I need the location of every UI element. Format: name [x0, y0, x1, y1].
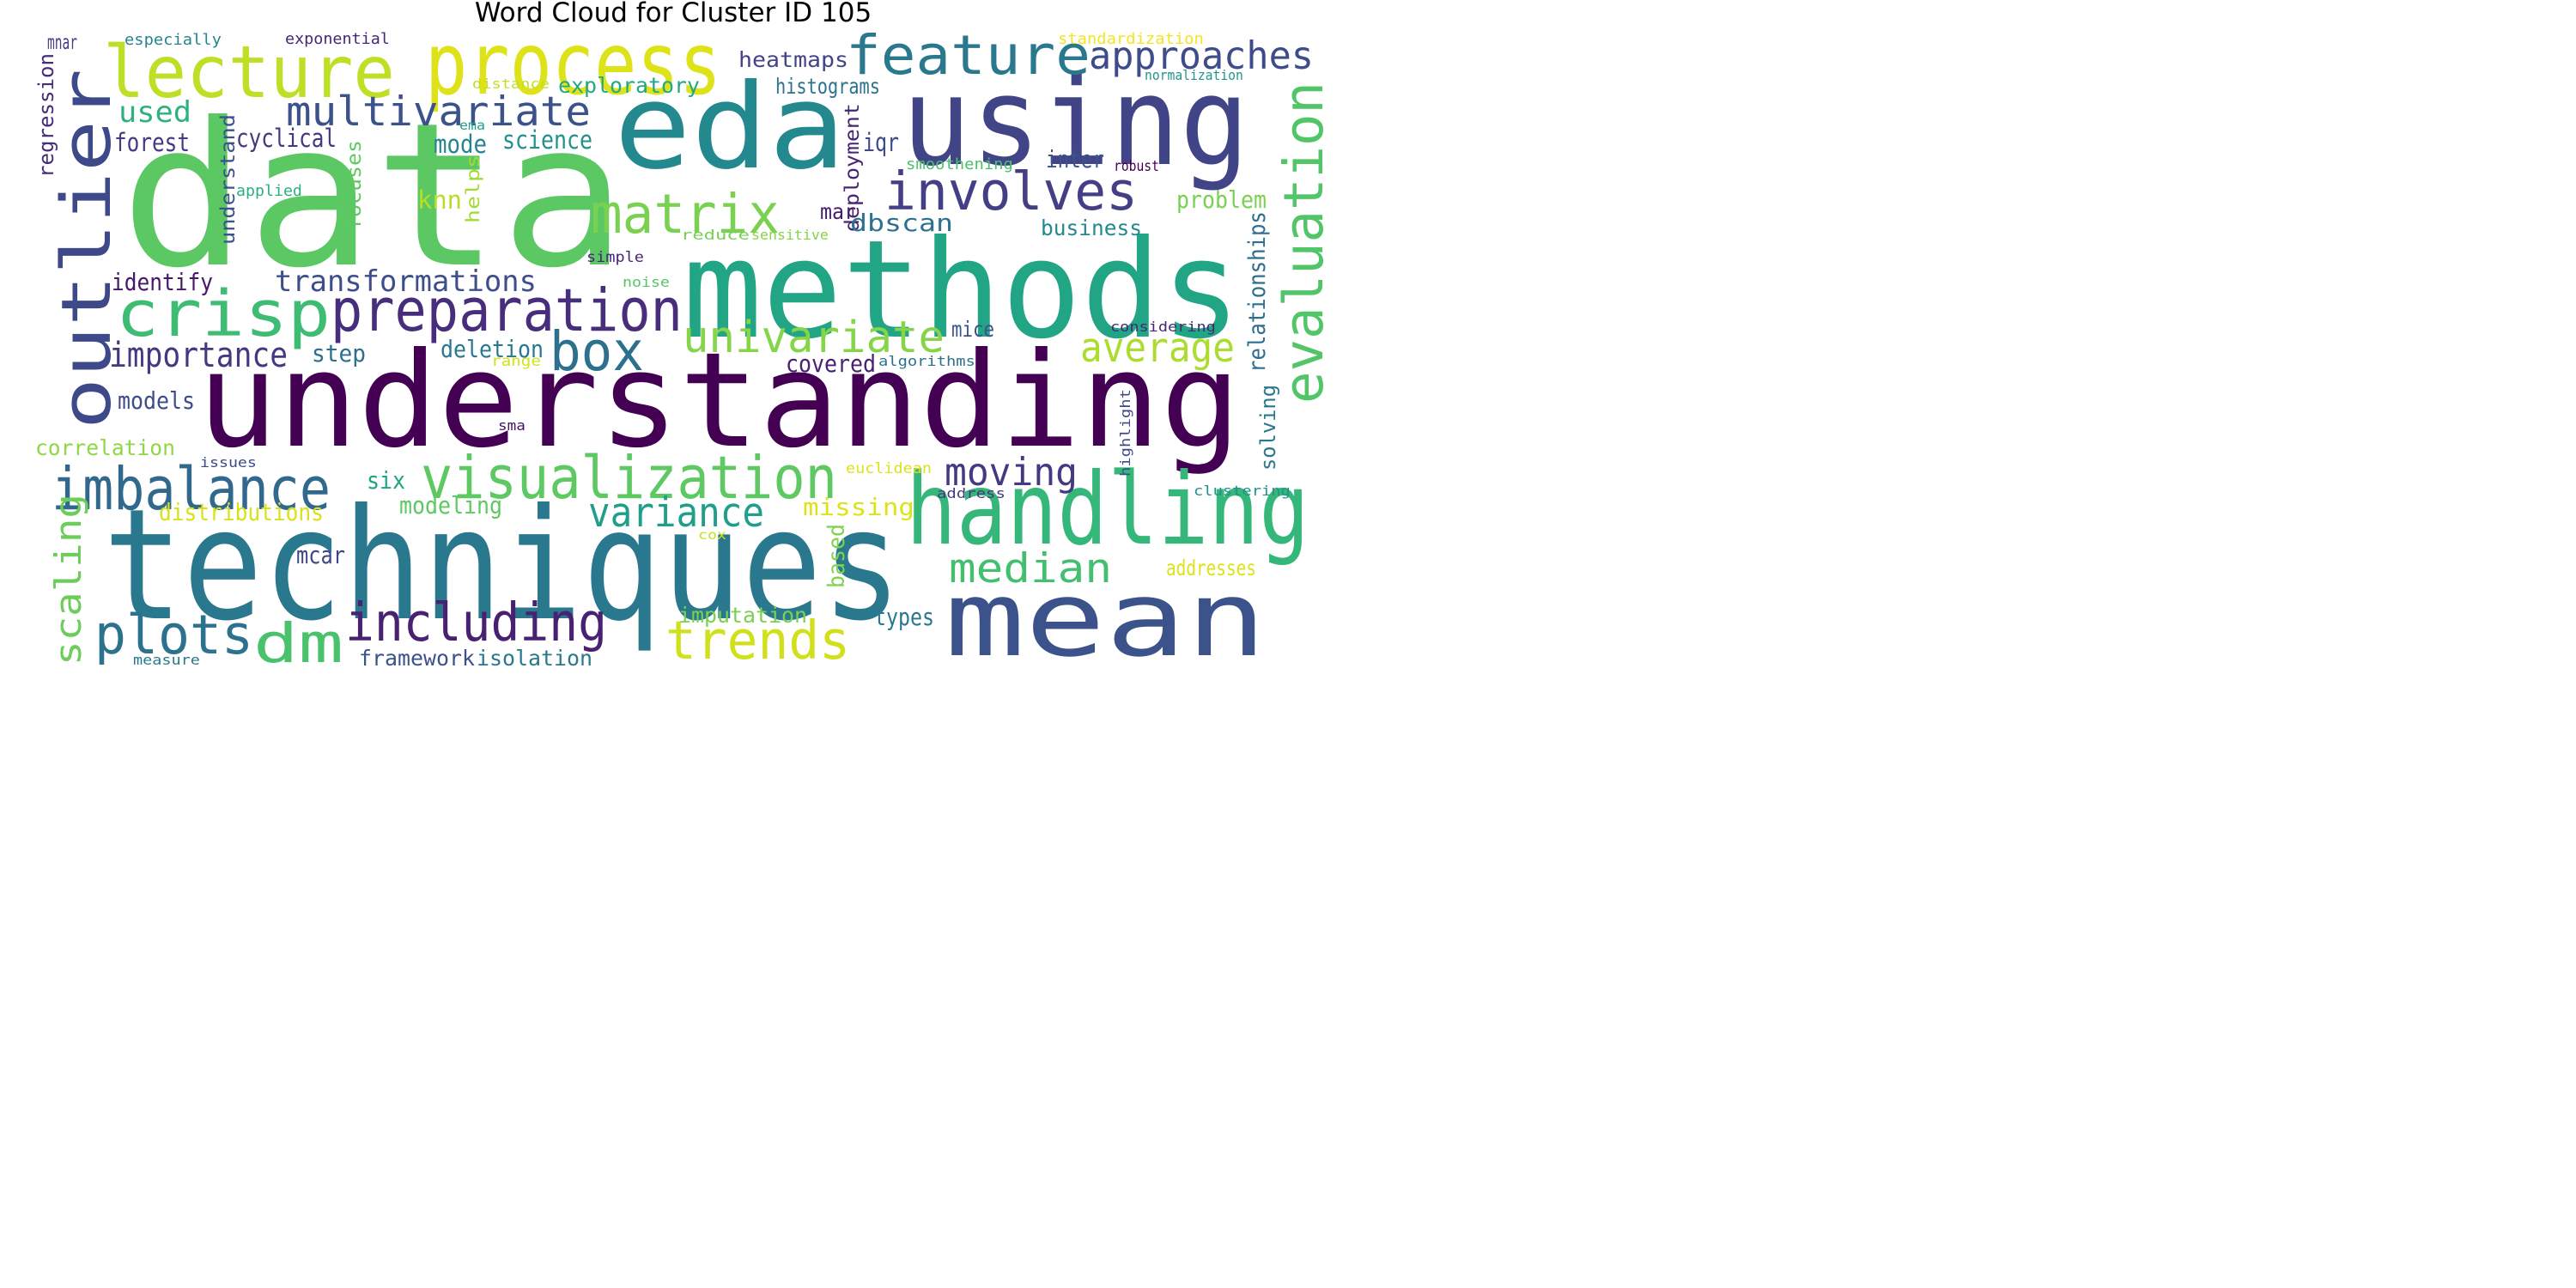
word-cloud: data understanding techniques methods ed…	[0, 0, 1338, 673]
word: business	[1041, 216, 1142, 241]
word: sma	[498, 416, 526, 434]
word: relationships	[1245, 211, 1271, 373]
word: six	[367, 468, 405, 495]
word: based	[824, 524, 850, 588]
word: techniques	[103, 476, 902, 655]
word: applied	[236, 182, 302, 201]
word: trends	[665, 611, 851, 672]
word: mnar	[47, 32, 77, 55]
word: preparation	[331, 276, 683, 345]
word: helps	[462, 155, 483, 223]
word: iqr	[863, 128, 900, 158]
word: covered	[786, 351, 876, 379]
word: handling	[906, 452, 1309, 568]
word: range	[491, 352, 541, 370]
word: understanding	[197, 324, 1242, 477]
word: smoothening	[906, 155, 1013, 174]
word: step	[312, 341, 366, 368]
word: forest	[114, 128, 190, 158]
word: deletion	[440, 337, 544, 364]
word: highlight	[1117, 389, 1133, 477]
word: regression	[34, 53, 58, 178]
word: identify	[112, 270, 213, 297]
word: modeling	[399, 493, 502, 520]
word: crisp	[116, 277, 331, 351]
word: importance	[109, 335, 289, 375]
word: mar	[820, 199, 856, 225]
word: outlier	[47, 69, 126, 430]
word: algorithms	[878, 352, 975, 369]
word: used	[118, 94, 191, 129]
word: isolation	[477, 646, 592, 671]
word: standardization	[1058, 30, 1204, 49]
word: missing	[803, 495, 914, 522]
word: problem	[1176, 187, 1267, 215]
word: clustering	[1194, 482, 1291, 499]
word: univariate	[683, 312, 945, 363]
word: dbscan	[850, 210, 953, 238]
word: variance	[588, 489, 764, 537]
word: moving	[945, 450, 1078, 495]
word: plots	[94, 603, 253, 667]
word: imputation	[678, 603, 807, 629]
word: focuses	[343, 140, 366, 230]
word: addresses	[1166, 556, 1256, 581]
word: exploratory	[558, 73, 700, 99]
word: sensitive	[751, 226, 829, 243]
word: mode	[434, 130, 487, 160]
word: exponential	[285, 30, 390, 49]
word: approaches	[1089, 33, 1314, 78]
word: feature	[846, 23, 1091, 88]
word: eda	[614, 58, 847, 196]
word: considering	[1110, 318, 1216, 335]
word: mice	[951, 317, 994, 343]
word: dm	[253, 611, 343, 676]
word: framework	[359, 646, 475, 671]
word: methods	[683, 211, 1241, 370]
word: lecture	[103, 30, 396, 115]
word: distance	[472, 75, 550, 92]
word: noise	[623, 273, 670, 290]
word: evaluation	[1272, 82, 1335, 404]
word: cyclical	[236, 124, 337, 154]
word: including	[345, 592, 607, 654]
word: especially	[125, 31, 222, 50]
word: heatmaps	[738, 47, 848, 73]
word: data	[120, 80, 628, 313]
word: using	[902, 50, 1250, 193]
word: involves	[884, 161, 1139, 223]
word: multivariate	[286, 88, 591, 136]
word: robust	[1114, 157, 1159, 175]
word: normalization	[1145, 66, 1243, 83]
word: reduce	[681, 226, 750, 243]
word: simple	[586, 248, 644, 266]
word: measure	[133, 651, 200, 668]
word: visualization	[421, 443, 837, 513]
word: scaling	[47, 494, 89, 665]
word: median	[949, 544, 1112, 592]
word: science	[502, 125, 593, 155]
word: inter	[1046, 147, 1104, 174]
word: euclidean	[846, 459, 932, 477]
word: imbalance	[52, 454, 331, 524]
word: box	[550, 319, 644, 384]
word: mcar	[296, 543, 345, 570]
word: solving	[1256, 385, 1280, 471]
word: distributions	[159, 500, 324, 527]
word: ema	[459, 118, 485, 133]
word: process	[425, 14, 722, 114]
word: issues	[200, 453, 257, 471]
word: address	[937, 484, 1005, 501]
word: matrix	[591, 182, 780, 246]
word: average	[1080, 324, 1235, 372]
word: mean	[945, 559, 1267, 681]
word: types	[874, 605, 934, 632]
word: histograms	[775, 74, 880, 100]
word: knn	[417, 185, 463, 216]
word: correlation	[35, 435, 175, 461]
word: transformations	[275, 264, 537, 298]
word: models	[118, 388, 195, 416]
chart-title: Word Cloud for Cluster ID 105	[474, 0, 872, 28]
word: cox	[698, 527, 726, 543]
